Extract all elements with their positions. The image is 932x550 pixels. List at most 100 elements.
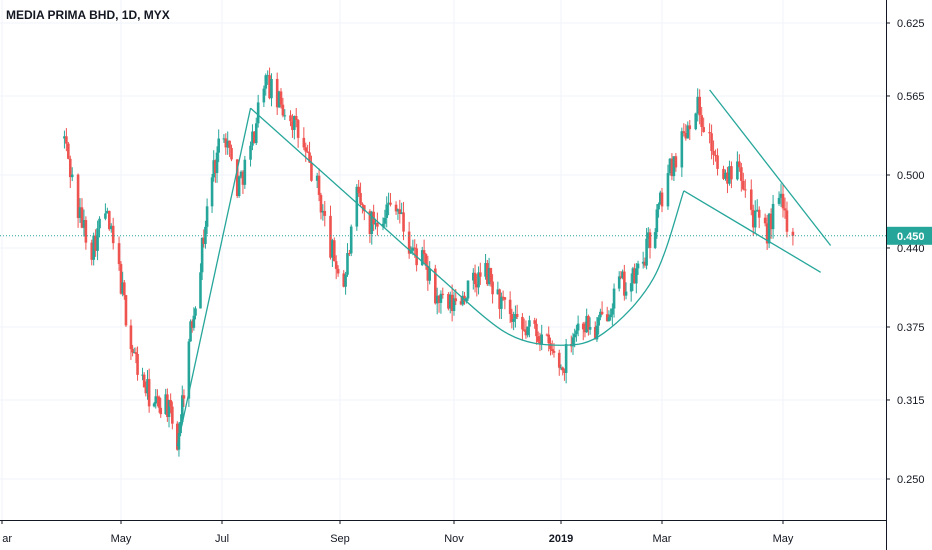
candle-body <box>349 226 353 254</box>
candle-body <box>90 242 94 260</box>
candle <box>90 239 94 266</box>
candle-body <box>289 115 292 122</box>
candle-body <box>104 213 107 219</box>
candle-body <box>629 283 633 292</box>
candle <box>157 395 161 413</box>
candle-body <box>420 250 424 266</box>
candle <box>94 229 97 257</box>
candle <box>383 209 387 228</box>
candle <box>714 149 717 162</box>
candle-body <box>538 341 542 345</box>
candle <box>751 204 755 236</box>
candle <box>612 283 616 318</box>
candle <box>106 207 109 214</box>
candle <box>291 114 294 138</box>
candle-body <box>293 116 296 130</box>
candle-body <box>107 210 111 230</box>
candle <box>65 128 68 152</box>
candle <box>636 260 640 275</box>
candle <box>251 124 254 151</box>
candle-body <box>180 395 184 422</box>
candle <box>215 146 219 183</box>
candle-body <box>749 189 753 210</box>
candle <box>253 131 256 144</box>
candle <box>166 388 169 422</box>
candle <box>342 270 346 288</box>
candle-body <box>96 228 99 251</box>
candle-body <box>323 210 327 216</box>
candle-body <box>270 78 273 99</box>
candle <box>277 90 281 108</box>
candle <box>315 172 319 189</box>
candles <box>63 67 795 457</box>
candle <box>473 264 477 293</box>
candle-body <box>70 174 74 178</box>
candle <box>550 340 554 355</box>
candle <box>317 168 321 202</box>
candle <box>564 339 568 384</box>
candle-body <box>413 247 417 249</box>
candle-body <box>296 120 300 138</box>
candle-body <box>528 320 531 327</box>
candle-body <box>310 162 313 181</box>
candle <box>281 97 285 118</box>
candle-body <box>159 407 163 415</box>
candle-body <box>194 308 197 316</box>
candle <box>296 118 300 148</box>
candle-body <box>461 295 465 305</box>
candle-body <box>411 247 415 251</box>
candle <box>121 271 124 297</box>
candle <box>319 192 323 220</box>
candle <box>385 196 389 228</box>
candle-body <box>486 263 489 285</box>
candle-body <box>688 125 692 130</box>
candle <box>82 209 86 237</box>
candle <box>645 228 648 270</box>
candle <box>164 388 168 415</box>
candle-body <box>157 396 161 408</box>
candle-body <box>317 175 321 195</box>
candle-body <box>753 210 757 228</box>
candle <box>563 368 566 381</box>
candle-body <box>315 175 319 181</box>
candle <box>323 200 327 227</box>
candle <box>308 141 311 164</box>
candle-body <box>575 330 578 335</box>
candle <box>200 237 204 280</box>
candle-body <box>535 323 538 337</box>
candle <box>657 202 660 218</box>
candle <box>344 271 347 295</box>
candle-body <box>361 203 364 206</box>
candle-body <box>407 231 411 254</box>
candle-body <box>491 281 494 295</box>
candle-body <box>515 314 519 317</box>
candle-body <box>777 197 781 204</box>
candle-body <box>477 272 480 288</box>
candle <box>660 188 664 213</box>
candle-body <box>479 272 482 277</box>
candle <box>700 106 703 137</box>
rounding-bottom <box>440 190 685 346</box>
candle-body <box>428 268 432 281</box>
candle <box>447 292 450 311</box>
x-tick-label: Nov <box>444 533 464 545</box>
candle <box>448 291 452 314</box>
candle-body <box>306 151 309 153</box>
candle <box>270 73 273 107</box>
candle <box>222 134 226 143</box>
candle-body <box>597 317 600 326</box>
candle-body <box>712 150 715 155</box>
candle-body <box>631 268 635 284</box>
candle-body <box>329 215 332 258</box>
candle <box>302 127 306 151</box>
candle-body <box>119 264 123 294</box>
candle-body <box>131 349 134 353</box>
candle <box>428 261 432 285</box>
candle-body <box>496 289 500 295</box>
candle-body <box>658 192 662 204</box>
candle-body <box>623 271 626 296</box>
candle-body <box>447 294 450 309</box>
candle <box>515 304 519 320</box>
candle <box>123 279 126 300</box>
